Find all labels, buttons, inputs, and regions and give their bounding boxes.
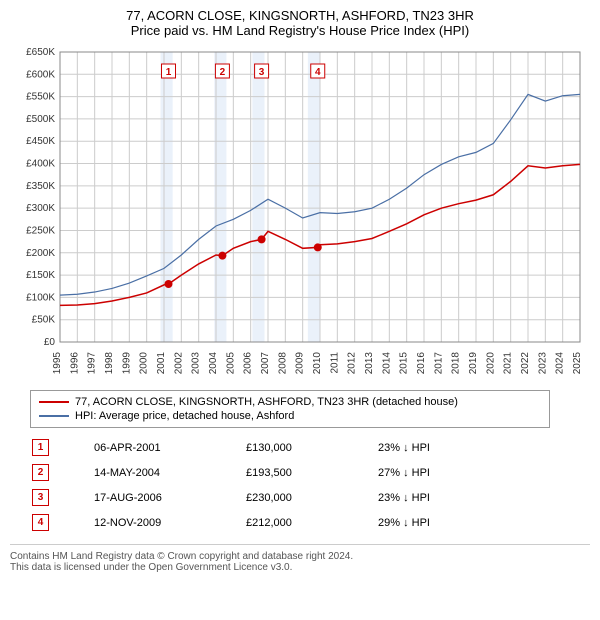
chart-area: £0 £50K £100K £150K £200K £250K £300K £350K £400…	[10, 42, 590, 382]
svg-text:£600K: £600K	[26, 69, 55, 80]
svg-text:2004: 2004	[208, 352, 219, 375]
svg-text:2010: 2010	[312, 352, 323, 375]
svg-text:2024: 2024	[555, 352, 566, 375]
svg-text:£150K: £150K	[26, 270, 55, 281]
svg-text:2016: 2016	[416, 352, 427, 375]
svg-text:1995: 1995	[52, 352, 63, 375]
event-date: 12-NOV-2009	[94, 511, 244, 534]
svg-text:2021: 2021	[503, 352, 514, 375]
svg-text:2022: 2022	[520, 352, 531, 375]
title-line1: 77, ACORN CLOSE, KINGSNORTH, ASHFORD, TN…	[0, 8, 600, 23]
svg-text:£200K: £200K	[26, 248, 55, 259]
svg-text:1: 1	[166, 67, 172, 78]
legend-swatch	[39, 415, 69, 417]
svg-text:£650K: £650K	[26, 47, 55, 58]
svg-text:£50K: £50K	[32, 315, 56, 326]
svg-text:2000: 2000	[139, 352, 150, 375]
legend-swatch	[39, 401, 69, 403]
svg-text:£250K: £250K	[26, 225, 55, 236]
svg-text:2003: 2003	[191, 352, 202, 375]
svg-text:2017: 2017	[433, 352, 444, 375]
title-line2: Price paid vs. HM Land Registry's House …	[0, 23, 600, 38]
event-diff: 27% ↓ HPI	[378, 461, 498, 484]
event-row: 2 14-MAY-2004£193,50027% ↓ HPI	[32, 461, 498, 484]
event-price: £193,500	[246, 461, 376, 484]
svg-text:2019: 2019	[468, 352, 479, 375]
svg-text:2008: 2008	[277, 352, 288, 375]
svg-text:£300K: £300K	[26, 203, 55, 214]
svg-text:1996: 1996	[69, 352, 80, 375]
svg-text:2006: 2006	[243, 352, 254, 375]
footer: Contains HM Land Registry data © Crown c…	[10, 544, 590, 579]
event-marker: 4	[32, 514, 49, 531]
event-row: 4 12-NOV-2009£212,00029% ↓ HPI	[32, 511, 498, 534]
svg-text:£400K: £400K	[26, 159, 55, 170]
event-date: 17-AUG-2006	[94, 486, 244, 509]
svg-text:2: 2	[220, 67, 226, 78]
svg-text:£550K: £550K	[26, 92, 55, 103]
event-marker: 2	[32, 464, 49, 481]
event-date: 14-MAY-2004	[94, 461, 244, 484]
svg-text:2011: 2011	[329, 352, 340, 374]
footer-line1: Contains HM Land Registry data © Crown c…	[10, 551, 590, 562]
svg-text:3: 3	[259, 67, 265, 78]
svg-text:£0: £0	[44, 337, 56, 348]
svg-text:£100K: £100K	[26, 292, 55, 303]
svg-text:2018: 2018	[451, 352, 462, 375]
legend-item-hpi: HPI: Average price, detached house, Ashf…	[39, 409, 541, 423]
svg-text:£350K: £350K	[26, 181, 55, 192]
footer-line2: This data is licensed under the Open Gov…	[10, 562, 590, 573]
svg-text:2015: 2015	[399, 352, 410, 375]
event-date: 06-APR-2001	[94, 436, 244, 459]
svg-text:2009: 2009	[295, 352, 306, 375]
svg-text:2012: 2012	[347, 352, 358, 375]
legend-label: 77, ACORN CLOSE, KINGSNORTH, ASHFORD, TN…	[75, 396, 458, 408]
event-row: 3 17-AUG-2006£230,00023% ↓ HPI	[32, 486, 498, 509]
line-chart-svg: £0 £50K £100K £150K £200K £250K £300K £350K £400…	[10, 42, 590, 382]
svg-text:2002: 2002	[173, 352, 184, 375]
event-price: £230,000	[246, 486, 376, 509]
svg-text:£450K: £450K	[26, 136, 55, 147]
chart-title-block: 77, ACORN CLOSE, KINGSNORTH, ASHFORD, TN…	[0, 0, 600, 42]
event-diff: 29% ↓ HPI	[378, 511, 498, 534]
svg-text:2013: 2013	[364, 352, 375, 375]
svg-text:4: 4	[315, 67, 321, 78]
svg-text:2014: 2014	[381, 352, 392, 375]
svg-text:£500K: £500K	[26, 114, 55, 125]
legend-label: HPI: Average price, detached house, Ashf…	[75, 410, 294, 422]
svg-text:1999: 1999	[121, 352, 132, 375]
svg-text:1998: 1998	[104, 352, 115, 375]
svg-text:2023: 2023	[537, 352, 548, 375]
svg-text:2007: 2007	[260, 352, 271, 375]
svg-text:1997: 1997	[87, 352, 98, 375]
svg-text:2025: 2025	[572, 352, 583, 375]
event-diff: 23% ↓ HPI	[378, 436, 498, 459]
event-marker: 3	[32, 489, 49, 506]
event-diff: 23% ↓ HPI	[378, 486, 498, 509]
events-table: 106-APR-2001£130,00023% ↓ HPI214-MAY-200…	[30, 434, 500, 536]
event-price: £130,000	[246, 436, 376, 459]
svg-text:2005: 2005	[225, 352, 236, 375]
event-marker: 1	[32, 439, 49, 456]
legend-item-property: 77, ACORN CLOSE, KINGSNORTH, ASHFORD, TN…	[39, 395, 541, 409]
svg-text:2020: 2020	[485, 352, 496, 375]
event-price: £212,000	[246, 511, 376, 534]
svg-text:2001: 2001	[156, 352, 167, 375]
event-row: 1 06-APR-2001£130,00023% ↓ HPI	[32, 436, 498, 459]
legend: 77, ACORN CLOSE, KINGSNORTH, ASHFORD, TN…	[30, 390, 550, 428]
